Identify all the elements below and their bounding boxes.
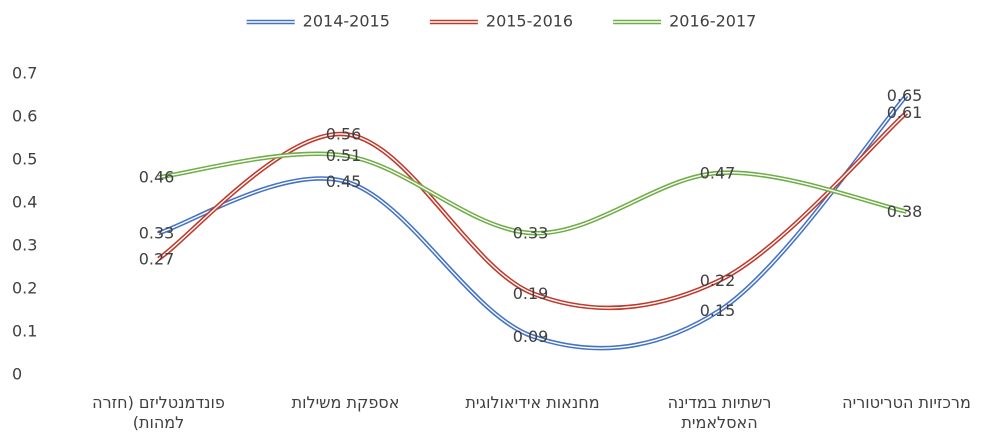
y-tick-label: 0.3 [12, 236, 37, 255]
series-line-inner [158, 153, 907, 234]
x-tick-label: מרכזיות הטריטוריה [842, 393, 971, 412]
legend-label: 2014-2015 [303, 12, 390, 31]
data-label: 0.47 [700, 163, 736, 182]
data-label: 0.46 [139, 168, 175, 187]
data-label: 0.09 [513, 327, 549, 346]
y-tick-label: 0.1 [12, 322, 37, 341]
data-label: 0.56 [326, 125, 362, 144]
data-label: 0.65 [887, 86, 923, 105]
y-tick-label: 0.5 [12, 150, 37, 169]
y-tick-label: 0.2 [12, 279, 37, 298]
x-tick-label: פונדמנטליזם (חזרה למהות) [92, 393, 225, 432]
data-label: 0.33 [513, 224, 549, 243]
legend-label: 2016-2017 [669, 12, 756, 31]
data-label: 0.22 [700, 271, 736, 290]
data-label: 0.15 [700, 301, 736, 320]
data-label: 0.45 [326, 172, 362, 191]
x-tick-label: אספקת משילות [291, 393, 400, 412]
legend: 2014-2015 2015-2016 2016-2017 [246, 12, 756, 31]
data-label: 0.61 [887, 103, 923, 122]
series-line [157, 111, 909, 311]
series-line-inner [158, 112, 907, 309]
data-label: 0.19 [513, 284, 549, 303]
y-tick-label: 0.7 [12, 64, 37, 83]
data-label: 0.27 [139, 249, 175, 268]
x-tick-label: מחנאות אידיאולוגית [465, 393, 600, 412]
legend-label: 2015-2016 [486, 12, 573, 31]
x-tick-label: רשתיות במדינה האסלאמית [667, 393, 772, 432]
data-label: 0.38 [887, 202, 923, 221]
data-label: 0.33 [139, 224, 175, 243]
y-tick-label: 0.4 [12, 193, 37, 212]
y-tick-label: 0 [12, 365, 22, 384]
series-line-inner [158, 95, 908, 349]
data-label: 0.51 [326, 146, 362, 165]
y-tick-label: 0.6 [12, 107, 37, 126]
